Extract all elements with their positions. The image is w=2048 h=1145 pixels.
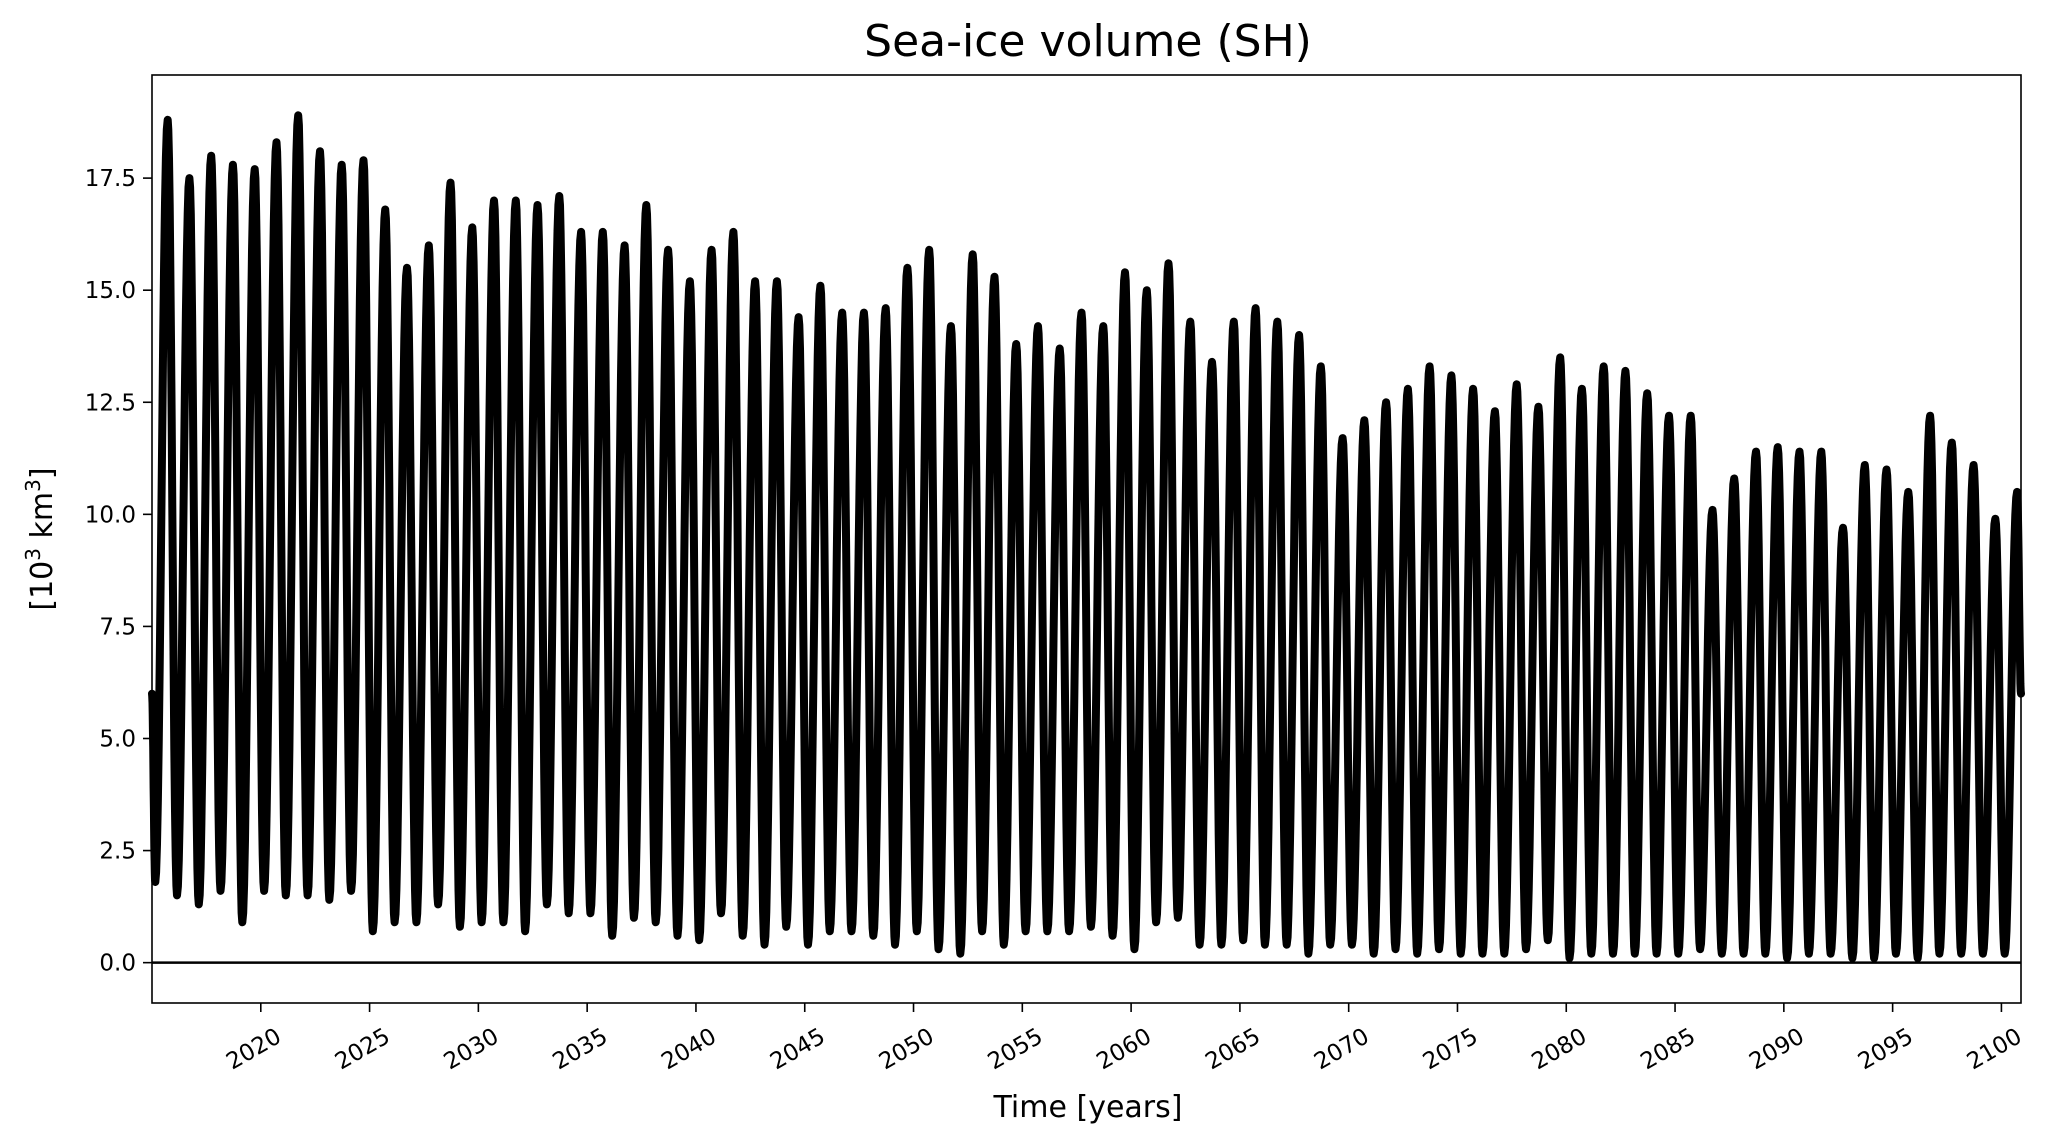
x-tick-label: 2085 — [1636, 1024, 1700, 1076]
x-tick-label: 2025 — [331, 1024, 395, 1076]
y-tick-label: 5.0 — [99, 726, 136, 752]
y-tick-label: 10.0 — [85, 502, 136, 528]
y-tick-label: 15.0 — [85, 278, 136, 304]
x-tick-label: 2035 — [548, 1024, 612, 1076]
x-tick-label: 2055 — [984, 1024, 1048, 1076]
y-tick-label: 2.5 — [99, 839, 136, 865]
x-tick-label: 2100 — [1963, 1024, 2027, 1076]
y-tick-label: 12.5 — [85, 390, 136, 416]
x-tick-label: 2075 — [1419, 1024, 1483, 1076]
plot-frame — [151, 74, 2022, 1004]
x-tick-label: 2045 — [766, 1024, 830, 1076]
x-tick-label: 2065 — [1201, 1024, 1265, 1076]
x-axis: 2020 2025 2030 2035 2040 2045 2050 2055 2060 2065… — [222, 1003, 2026, 1075]
x-tick-label: 2030 — [440, 1024, 504, 1076]
x-tick-label: 2080 — [1528, 1024, 1592, 1076]
x-tick-label: 2050 — [875, 1024, 939, 1076]
x-axis-label: Time [years] — [993, 1090, 1183, 1125]
y-tick-label: 7.5 — [99, 614, 136, 640]
y-axis-label-close: ] — [25, 467, 60, 479]
series-line — [148, 111, 2025, 963]
x-tick-label: 2020 — [222, 1024, 286, 1076]
x-tick-label: 2040 — [657, 1024, 721, 1076]
y-axis-label-base: [10 — [25, 561, 60, 611]
y-axis-label: [103 km3] — [21, 467, 60, 610]
chart-title: Sea-ice volume (SH) — [864, 16, 1312, 67]
x-tick-label: 2095 — [1854, 1024, 1918, 1076]
y-axis-label-exp1: 3 — [21, 548, 45, 561]
y-axis: 0.0 2.5 5.0 7.5 10.0 12.5 15.0 17.5 — [85, 166, 152, 977]
y-tick-label: 0.0 — [99, 951, 136, 977]
x-tick-label: 2060 — [1092, 1024, 1156, 1076]
y-axis-label-exp2: 3 — [21, 479, 45, 492]
x-tick-label: 2070 — [1310, 1024, 1374, 1076]
y-tick-label: 17.5 — [85, 166, 136, 192]
plot-area — [148, 74, 2025, 1004]
y-axis-label-unit: km — [25, 492, 60, 548]
x-tick-label: 2090 — [1745, 1024, 1809, 1076]
